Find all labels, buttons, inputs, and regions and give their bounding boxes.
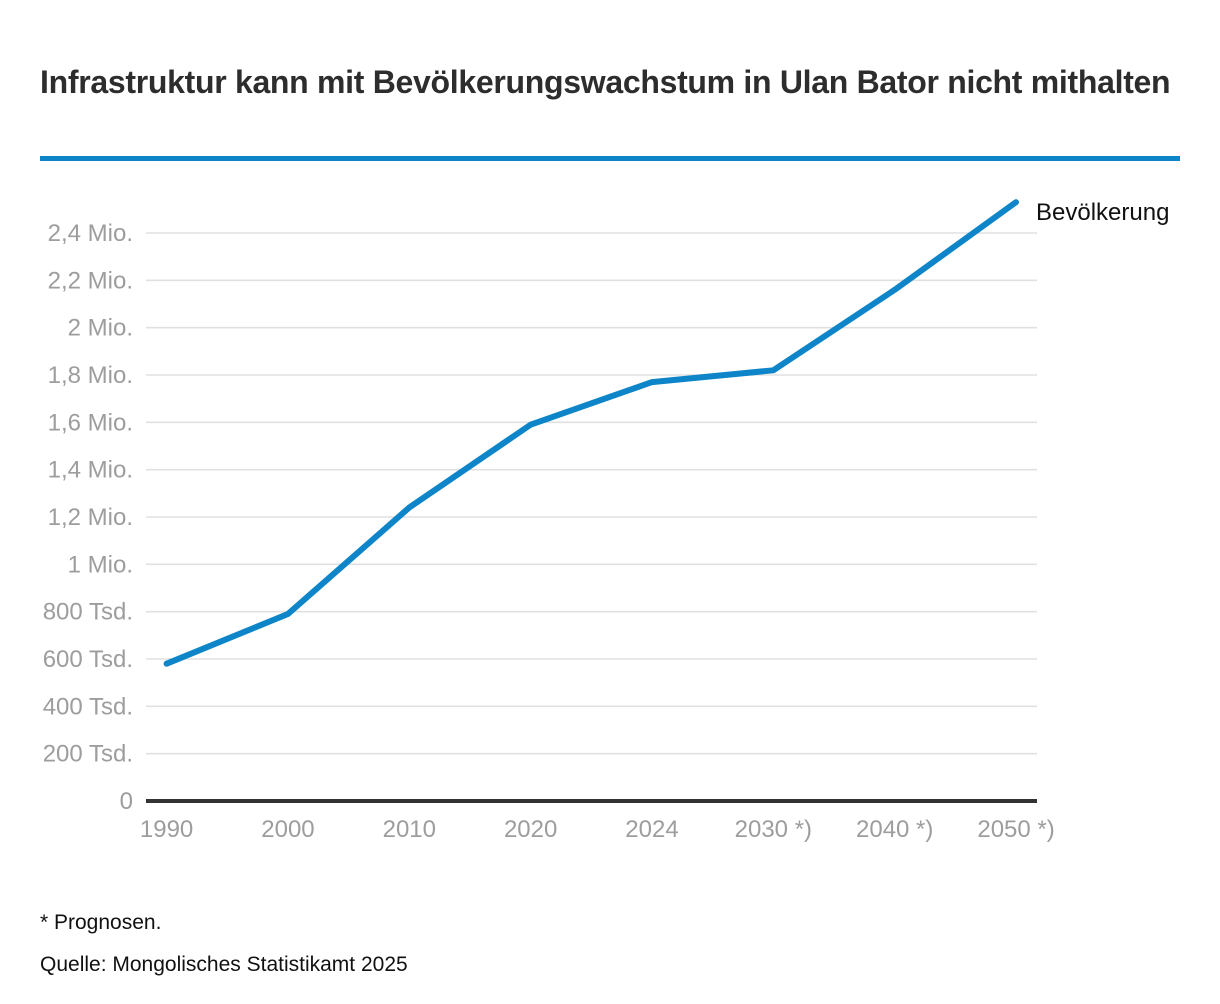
- y-axis-tick-label: 2,4 Mio.: [48, 220, 133, 247]
- population-line-chart: 0 200 Tsd. 400 Tsd. 600 Tsd. 800 Tsd. 1 Mio. 1…: [43, 199, 1170, 843]
- x-axis-tick-label: 2040 *): [856, 816, 933, 843]
- footnote: * Prognosen.: [40, 911, 162, 934]
- series-layer: [163, 199, 1019, 667]
- x-axis-tick-label: 2010: [383, 816, 436, 843]
- x-axis-tick-label: 2030 *): [735, 816, 812, 843]
- x-axis-tick-label: 1990: [140, 816, 193, 843]
- chart-title: Infrastruktur kann mit Bevölkerungswachs…: [40, 64, 1171, 101]
- y-axis-tick-label: 600 Tsd.: [43, 646, 133, 673]
- y-axis-tick-label: 1,4 Mio.: [48, 457, 133, 484]
- y-axis-tick-label: 800 Tsd.: [43, 599, 133, 626]
- source-credit: Quelle: Mongolisches Statistikamt 2025: [40, 953, 408, 976]
- y-axis-tick-label: 1,6 Mio.: [48, 409, 133, 436]
- x-axis-tick-label: 2000: [261, 816, 314, 843]
- axis-layer: 0 200 Tsd. 400 Tsd. 600 Tsd. 800 Tsd. 1 Mio. 1…: [43, 220, 1055, 843]
- y-axis-tick-label: 0: [120, 788, 133, 815]
- x-axis-tick-label: 2024: [625, 816, 678, 843]
- y-axis-tick-label: 1,2 Mio.: [48, 504, 133, 531]
- series-legend-label: Bevölkerung: [1036, 199, 1169, 226]
- y-axis-tick-label: 1,8 Mio.: [48, 362, 133, 389]
- x-axis-tick-label: 2020: [504, 816, 557, 843]
- population-line: [163, 199, 1019, 667]
- y-axis-tick-label: 1 Mio.: [68, 551, 133, 578]
- y-axis-tick-label: 400 Tsd.: [43, 693, 133, 720]
- y-axis-tick-label: 2,2 Mio.: [48, 267, 133, 294]
- y-axis-tick-label: 2 Mio.: [68, 315, 133, 342]
- accent-rule: [40, 156, 1180, 161]
- y-axis-tick-label: 200 Tsd.: [43, 741, 133, 768]
- x-axis-tick-label: 2050 *): [977, 816, 1054, 843]
- grid-layer: [146, 232, 1037, 755]
